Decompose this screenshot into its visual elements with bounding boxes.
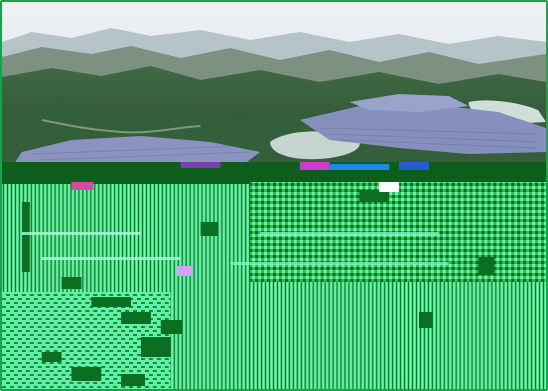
solar-field-left	[11, 136, 261, 167]
solar-field-right	[299, 104, 546, 154]
colored-glitch-pixels	[71, 162, 429, 276]
corruption-svg	[2, 162, 546, 389]
trail	[41, 119, 201, 134]
aerial-landscape-photo	[2, 2, 546, 167]
noise-area-left	[2, 184, 261, 294]
light-streaks	[21, 232, 449, 265]
solar-panel-rows	[31, 127, 539, 161]
landscape-svg	[2, 2, 546, 167]
corruption-blocks	[21, 190, 495, 386]
solar-field-far	[349, 94, 469, 112]
noise-area-bottom-right	[170, 282, 546, 389]
corrupted-image-region	[2, 162, 546, 389]
